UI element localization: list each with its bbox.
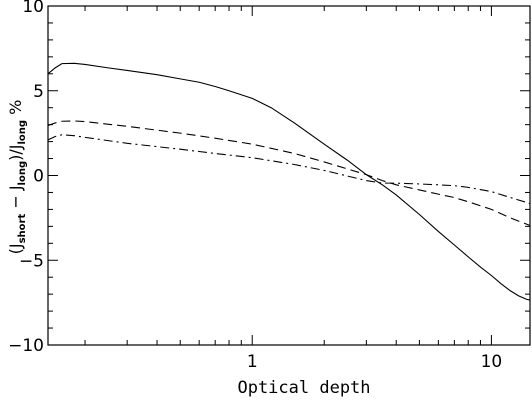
x-tick-label: 10 <box>481 352 503 372</box>
series-line-solid <box>47 62 531 301</box>
y-axis-title-minus: − J <box>6 185 25 213</box>
y-axis-title-sub-long-denominator: long <box>17 120 28 145</box>
y-axis-title-sub-long: long <box>17 161 28 186</box>
x-tick-label: 1 <box>247 352 258 372</box>
series-line-dashed <box>47 120 531 227</box>
series-line-dashdot <box>47 134 531 204</box>
y-tick-label: 0 <box>33 167 44 187</box>
y-tick-label: −5 <box>19 251 44 271</box>
x-axis-title: Optical depth <box>237 378 370 398</box>
axis-ticks <box>48 5 530 346</box>
y-axis-title-sub-short: short <box>17 214 28 244</box>
y-axis-title: (Jshort − Jlong)/Jlong % <box>6 100 28 255</box>
plot-frame <box>47 5 531 346</box>
series-lines <box>47 62 531 301</box>
y-tick-label: 10 <box>22 0 44 17</box>
tick-labels: 10 5 0 −5 −10 1 10 <box>8 0 502 372</box>
y-axis-title-open: (J <box>6 243 25 254</box>
y-tick-label: −10 <box>8 336 44 356</box>
y-axis-title-divide: )/J <box>6 145 25 161</box>
svg-text:(Jshort − Jlong)/Jlong %: (Jshort − Jlong)/Jlong % <box>6 100 28 255</box>
y-axis-title-percent: % <box>6 100 25 120</box>
y-tick-label: 5 <box>33 82 44 102</box>
